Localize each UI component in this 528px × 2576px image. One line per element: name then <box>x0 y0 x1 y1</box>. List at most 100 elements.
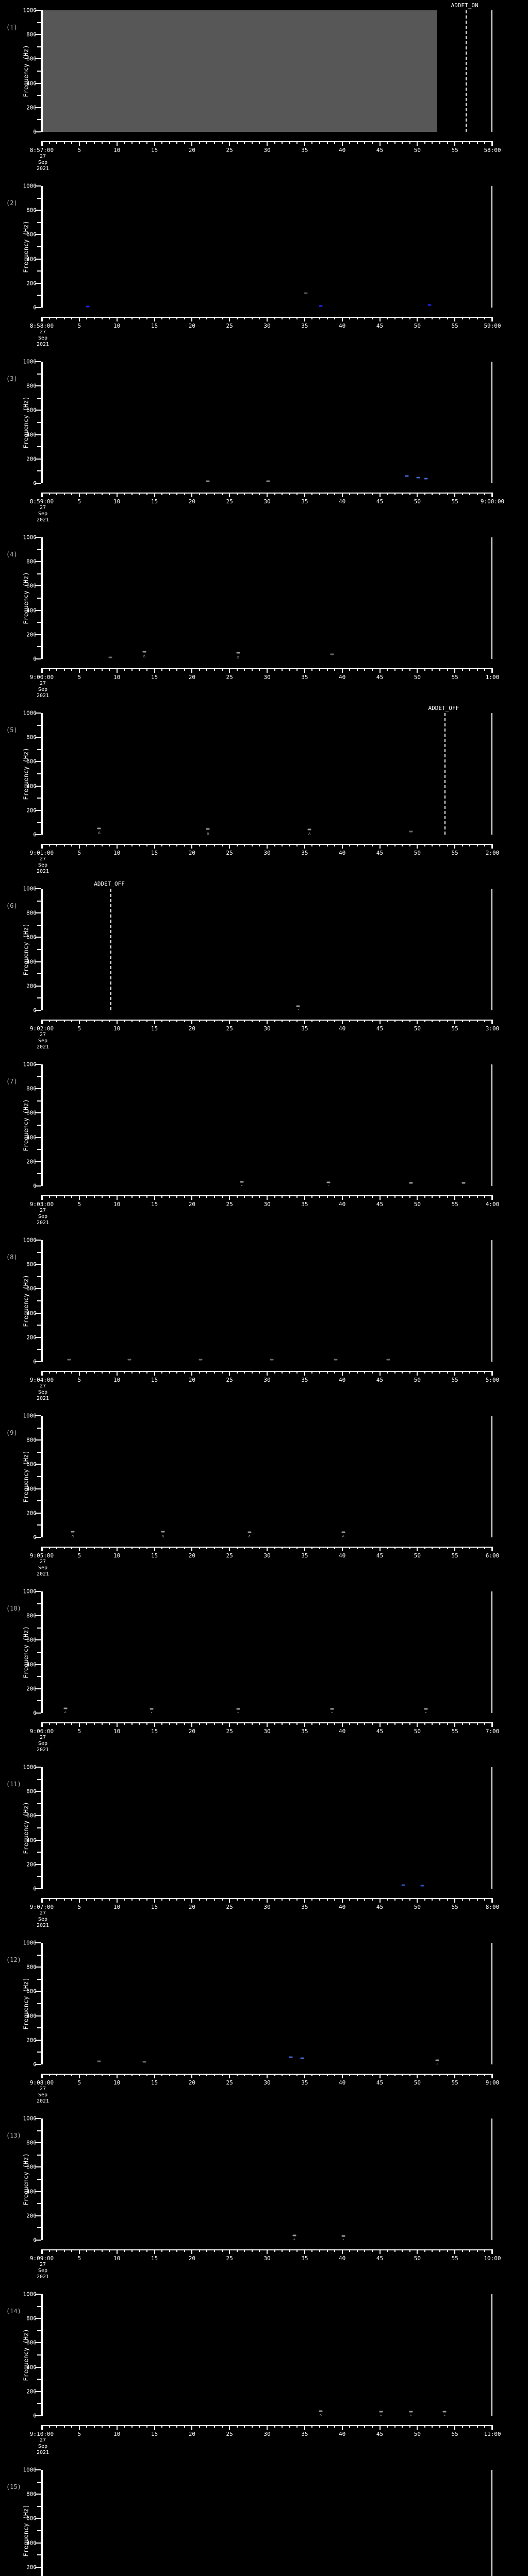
s-tick <box>206 1547 208 1549</box>
y-tick <box>35 1839 41 1841</box>
panel-4: △ △ 0 200 400 600 800 1000 Frequency (Hz) (4) 9:00… <box>0 528 528 704</box>
detection-marker[interactable] <box>420 1885 424 1887</box>
y-tick <box>35 1336 41 1338</box>
s-tick <box>439 1371 441 1374</box>
s-tick <box>267 1020 268 1024</box>
detection-marker[interactable] <box>416 477 420 479</box>
s-tick <box>109 844 110 846</box>
detection-marker[interactable] <box>108 656 112 658</box>
s-tick <box>146 1722 147 1725</box>
detection-marker[interactable] <box>405 475 409 477</box>
s-tick <box>282 1547 283 1549</box>
detection-marker[interactable] <box>334 1359 338 1361</box>
detection-marker[interactable] <box>386 1359 390 1361</box>
y-tick-minor <box>37 1076 41 1077</box>
s-tick <box>101 317 103 319</box>
detection-marker[interactable] <box>199 1359 203 1361</box>
s-tick <box>334 141 336 144</box>
detection-marker[interactable] <box>330 1708 334 1710</box>
s-tick <box>244 493 245 495</box>
detection-marker[interactable] <box>206 828 210 830</box>
s-tick <box>191 2425 193 2430</box>
x-tick-label: 10 <box>113 498 121 505</box>
s-tick <box>199 317 200 319</box>
detection-marker[interactable] <box>236 652 240 654</box>
s-tick <box>447 2425 448 2428</box>
y-tick-minor <box>37 1876 41 1877</box>
detection-marker[interactable] <box>319 305 323 307</box>
detection-marker[interactable] <box>379 2411 383 2412</box>
s-tick <box>349 1898 351 1901</box>
detection-marker[interactable] <box>409 1182 413 1184</box>
detection-marker[interactable] <box>97 2060 101 2062</box>
detection-marker[interactable] <box>127 1359 131 1361</box>
s-tick <box>199 1020 200 1022</box>
detection-marker[interactable] <box>161 1531 165 1533</box>
y-tick-minor <box>37 2027 41 2029</box>
s-tick <box>304 844 305 849</box>
detection-marker[interactable] <box>86 306 90 308</box>
s-tick <box>484 844 486 846</box>
s-tick <box>71 317 73 319</box>
s-tick <box>161 1547 163 1549</box>
detection-marker[interactable] <box>409 2411 413 2413</box>
s-tick <box>484 1547 486 1549</box>
detection-marker[interactable] <box>266 480 270 482</box>
detection-marker[interactable] <box>461 1182 466 1184</box>
s-tick <box>139 493 140 495</box>
s-tick <box>461 1020 463 1022</box>
detection-marker[interactable] <box>427 304 432 306</box>
s-tick <box>48 1195 50 1198</box>
s-tick <box>154 1371 155 1376</box>
detection-marker[interactable] <box>292 2234 296 2236</box>
detection-marker[interactable] <box>341 1531 345 1533</box>
s-tick <box>432 844 433 846</box>
x-tick-label: 30 <box>263 1728 271 1735</box>
detection-marker[interactable] <box>435 2059 439 2061</box>
detection-marker[interactable] <box>97 827 101 829</box>
detection-marker[interactable] <box>240 1181 244 1183</box>
detection-marker[interactable] <box>300 2057 304 2059</box>
s-tick <box>131 1195 133 1198</box>
detection-marker[interactable] <box>71 1531 75 1533</box>
s-tick <box>161 844 163 846</box>
detection-marker[interactable] <box>409 831 413 833</box>
y-tick-minor <box>37 1652 41 1653</box>
s-tick <box>184 1020 185 1022</box>
detection-marker[interactable] <box>307 828 311 831</box>
detection-marker[interactable] <box>142 651 146 653</box>
s-tick <box>221 1722 223 1725</box>
detection-marker[interactable] <box>150 1708 154 1709</box>
detection-marker[interactable] <box>326 1181 331 1183</box>
detection-marker[interactable] <box>289 2056 293 2058</box>
detection-marker[interactable] <box>424 1708 428 1710</box>
s-tick <box>461 493 463 495</box>
s-tick <box>71 1722 73 1725</box>
s-tick <box>349 844 351 846</box>
detection-marker[interactable] <box>142 2061 146 2063</box>
y-axis-title: Frequency (Hz) <box>22 1450 30 1503</box>
s-tick <box>86 141 88 144</box>
detection-marker[interactable] <box>248 1531 252 1533</box>
detection-marker[interactable] <box>63 1707 68 1709</box>
event-line <box>110 889 112 1010</box>
s-tick <box>402 141 403 144</box>
detection-marker[interactable] <box>206 480 210 482</box>
x-tick-label: 50 <box>414 498 421 505</box>
detection-marker[interactable] <box>424 478 428 480</box>
detection-marker[interactable] <box>319 2410 323 2412</box>
y-tick-minor <box>37 1451 41 1453</box>
detection-marker[interactable] <box>296 1005 300 1007</box>
detection-marker[interactable] <box>67 1359 71 1361</box>
detection-marker[interactable] <box>236 1708 240 1710</box>
y-tick-label: 1000 <box>23 7 37 14</box>
detection-marker[interactable] <box>401 1884 405 1886</box>
y-tick <box>35 1815 41 1817</box>
detection-marker[interactable] <box>330 653 334 655</box>
detection-marker[interactable] <box>270 1359 274 1361</box>
detection-marker[interactable] <box>341 2235 345 2236</box>
detection-marker[interactable] <box>442 2411 447 2413</box>
detection-marker[interactable] <box>304 292 308 294</box>
